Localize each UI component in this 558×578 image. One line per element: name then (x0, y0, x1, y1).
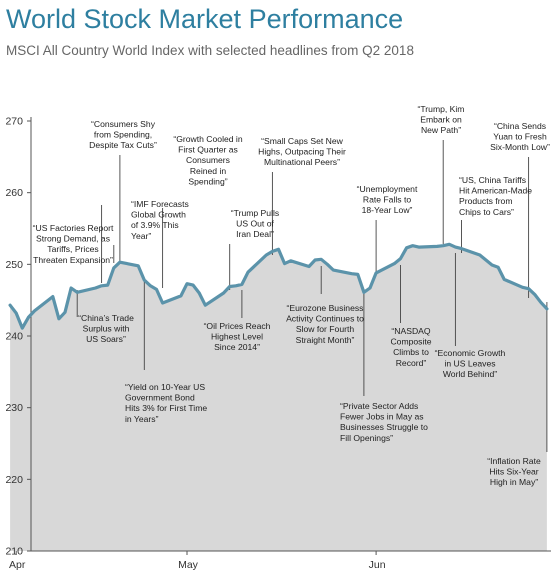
y-tick-label: 230 (5, 402, 23, 414)
y-tick-label: 220 (5, 474, 23, 486)
annotation-label: “Consumers Shy from Spending, Despite Tax … (89, 119, 157, 150)
annotation-label: “Oil Prices Reach Highest Level Since 2014… (204, 321, 271, 352)
annotation-label: “Trump Pulls US Out of Iran Deal” (231, 208, 279, 239)
y-tick-label: 250 (5, 259, 23, 271)
annotation-label: “Eurozone Business Activity Continues to S… (286, 303, 364, 345)
chart-subtitle: MSCI All Country World Index with select… (6, 43, 414, 58)
annotation-label: “Small Caps Set New Highs, Outpacing Thei… (258, 136, 346, 167)
x-tick-label: Apr (9, 559, 26, 571)
annotation-label: “US Factories Report Strong Demand, as Tar… (33, 223, 114, 265)
x-tick-label: Jun (369, 559, 386, 571)
y-tick-label: 270 (5, 116, 23, 128)
annotation-label: “Private Sector Adds Fewer Jobs in May as… (340, 401, 428, 443)
annotation-label: “Yield on 10-Year US Government Bond Hits … (125, 382, 207, 424)
annotation-label: “Economic Growth in US Leaves World Behind… (435, 348, 506, 379)
annotation-label: “China Sends Yuan to Fresh Six-Month Low” (490, 121, 550, 152)
annotation-label: “Trump, Kim Embark on New Path” (418, 104, 465, 135)
annotation-label: “NASDAQ Composite Climbs to Record” (390, 326, 431, 368)
y-tick-label: 260 (5, 187, 23, 199)
annotation-label: “China’s Trade Surplus with US Soars” (78, 313, 134, 344)
index-line (8, 242, 549, 330)
x-tick-label: May (178, 559, 199, 571)
annotation-label: “Inflation Rate Hits Six-Year High in May” (487, 456, 541, 487)
y-tick-label: 240 (5, 331, 23, 343)
annotation-label: “US, China Tariffs Hit American-Made Produ… (459, 175, 532, 217)
y-tick-label: 210 (5, 546, 23, 558)
chart-title: World Stock Market Performance (6, 4, 404, 34)
annotation-label: “Growth Cooled in First Quarter as Consume… (173, 134, 242, 186)
annotation-label: “IMF Forecasts Global Growth of 3.9% This Y… (131, 199, 189, 241)
annotation-label: “Unemployment Rate Falls to 18-Year Low” (357, 184, 418, 215)
